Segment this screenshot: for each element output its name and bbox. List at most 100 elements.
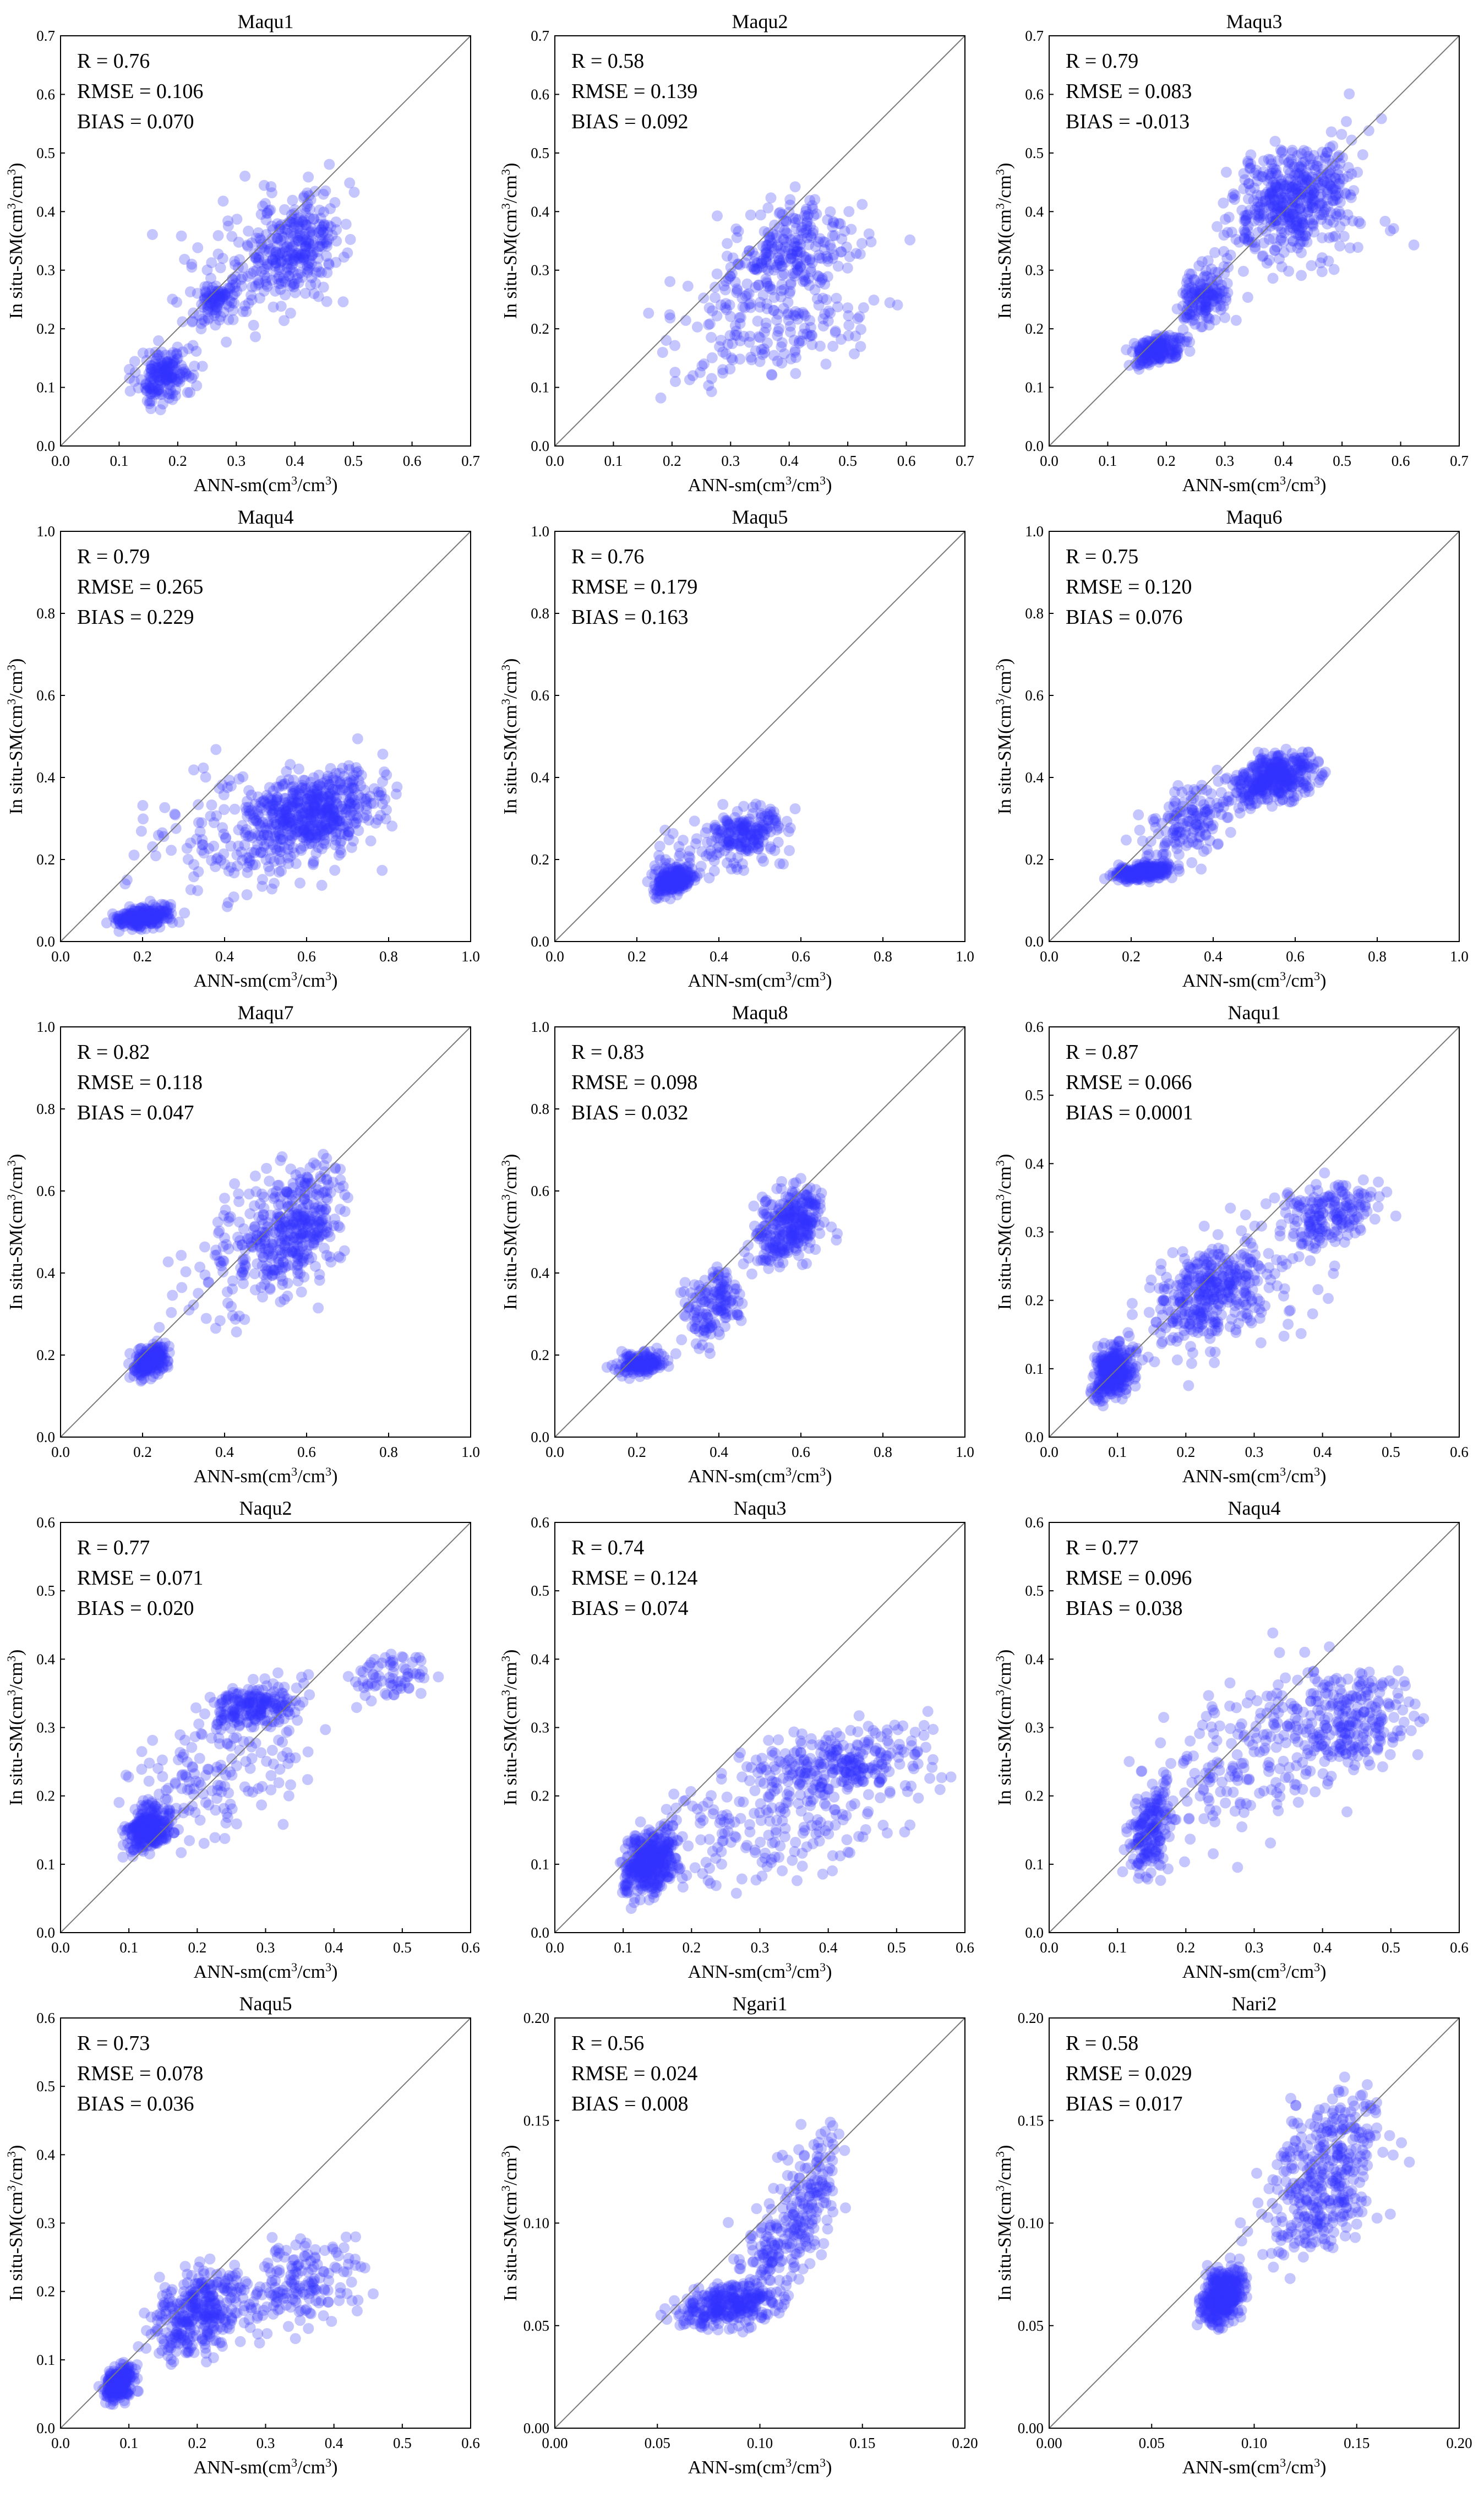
scatter-point	[318, 206, 330, 218]
scatter-point	[1214, 300, 1226, 312]
scatter-point	[1288, 193, 1300, 204]
scatter-point	[798, 328, 809, 340]
scatter-point	[1323, 255, 1334, 267]
scatter-point	[1239, 174, 1251, 186]
scatter-point	[287, 774, 299, 786]
scatter-point	[730, 223, 742, 235]
scatter-point	[197, 314, 208, 325]
scatter-point	[146, 395, 157, 407]
scatter-point	[219, 1193, 230, 1204]
scatter-point	[274, 249, 285, 260]
scatter-point	[145, 403, 157, 415]
scatter-point	[301, 263, 313, 275]
scatter-point	[1135, 359, 1147, 370]
scatter-point	[1318, 209, 1329, 220]
scatter-point	[248, 248, 260, 259]
scatter-point	[250, 331, 261, 342]
scatter-point	[317, 221, 329, 232]
scatter-point	[280, 276, 291, 287]
scatter-point	[1292, 188, 1304, 200]
scatter-point	[140, 911, 152, 922]
scatter-point	[276, 255, 287, 266]
scatter-point	[114, 918, 126, 930]
scatter-point	[669, 340, 680, 351]
scatter-point	[1160, 341, 1171, 353]
scatter-point	[119, 912, 131, 924]
scatter-point	[689, 815, 700, 827]
scatter-point	[1265, 181, 1277, 193]
scatter-point	[272, 240, 283, 252]
scatter-point	[1214, 287, 1225, 299]
scatter-point	[1146, 339, 1158, 351]
scatter-point	[792, 241, 804, 252]
scatter-point	[114, 918, 126, 930]
scatter-point	[1127, 346, 1138, 357]
scatter-point	[167, 372, 178, 383]
scatter-point	[243, 225, 254, 237]
scatter-point	[153, 910, 165, 922]
scatter-point	[377, 798, 388, 809]
scatter-point	[183, 343, 194, 355]
scatter-point	[127, 920, 139, 932]
scatter-point	[1353, 216, 1365, 227]
scatter-point	[161, 373, 172, 384]
scatter-point	[1249, 237, 1261, 248]
scatter-point	[288, 281, 299, 292]
scatter-point	[778, 303, 789, 314]
scatter-point	[1283, 157, 1294, 168]
scatter-point	[810, 241, 821, 252]
data-points	[123, 1149, 353, 1387]
scatter-point	[1263, 254, 1275, 266]
scatter-point	[368, 798, 379, 809]
scatter-point	[266, 274, 277, 286]
scatter-point	[804, 253, 816, 265]
scatter-point	[208, 304, 219, 316]
scatter-point	[751, 257, 763, 269]
scatter-point	[790, 352, 801, 363]
scatter-point	[789, 181, 801, 193]
scatter-point	[281, 262, 293, 274]
scatter-point	[1245, 184, 1256, 196]
scatter-point	[781, 236, 793, 248]
scatter-point	[1329, 194, 1341, 206]
scatter-point	[1325, 126, 1337, 138]
scatter-point	[1149, 352, 1161, 364]
scatter-point	[137, 913, 149, 925]
scatter-point	[1284, 224, 1295, 236]
scatter-point	[805, 221, 816, 232]
scatter-point	[145, 911, 156, 922]
scatter-point	[231, 214, 243, 225]
x-tick-label: 0.0	[51, 453, 70, 469]
scatter-point	[323, 258, 335, 269]
scatter-point	[277, 1279, 288, 1290]
scatter-point	[1204, 313, 1215, 324]
scatter-point	[255, 234, 267, 246]
scatter-point	[670, 1348, 681, 1359]
scatter-point	[284, 254, 296, 265]
scatter-point	[1155, 340, 1167, 352]
scatter-point	[1334, 221, 1346, 232]
scatter-point	[250, 1234, 262, 1245]
scatter-point	[144, 895, 156, 907]
x-tick-label: 0.6	[403, 453, 422, 469]
scatter-point	[151, 917, 163, 929]
scatter-point	[148, 899, 159, 911]
scatter-point	[171, 353, 182, 365]
scatter-point	[334, 1204, 346, 1215]
scatter-point	[1218, 285, 1230, 297]
scatter-point	[1210, 293, 1222, 305]
scatter-point	[835, 246, 847, 258]
scatter-point	[224, 283, 236, 295]
scatter-point	[270, 285, 281, 297]
scatter-point	[704, 318, 716, 330]
scatter-point	[1203, 301, 1215, 313]
scatter-point	[310, 267, 322, 279]
scatter-point	[1138, 349, 1150, 360]
scatter-point	[167, 359, 178, 370]
scatter-point	[1333, 164, 1344, 176]
scatter-point	[1242, 235, 1253, 246]
scatter-point	[884, 297, 896, 308]
scatter-point	[1141, 345, 1153, 357]
scatter-point	[684, 852, 696, 864]
